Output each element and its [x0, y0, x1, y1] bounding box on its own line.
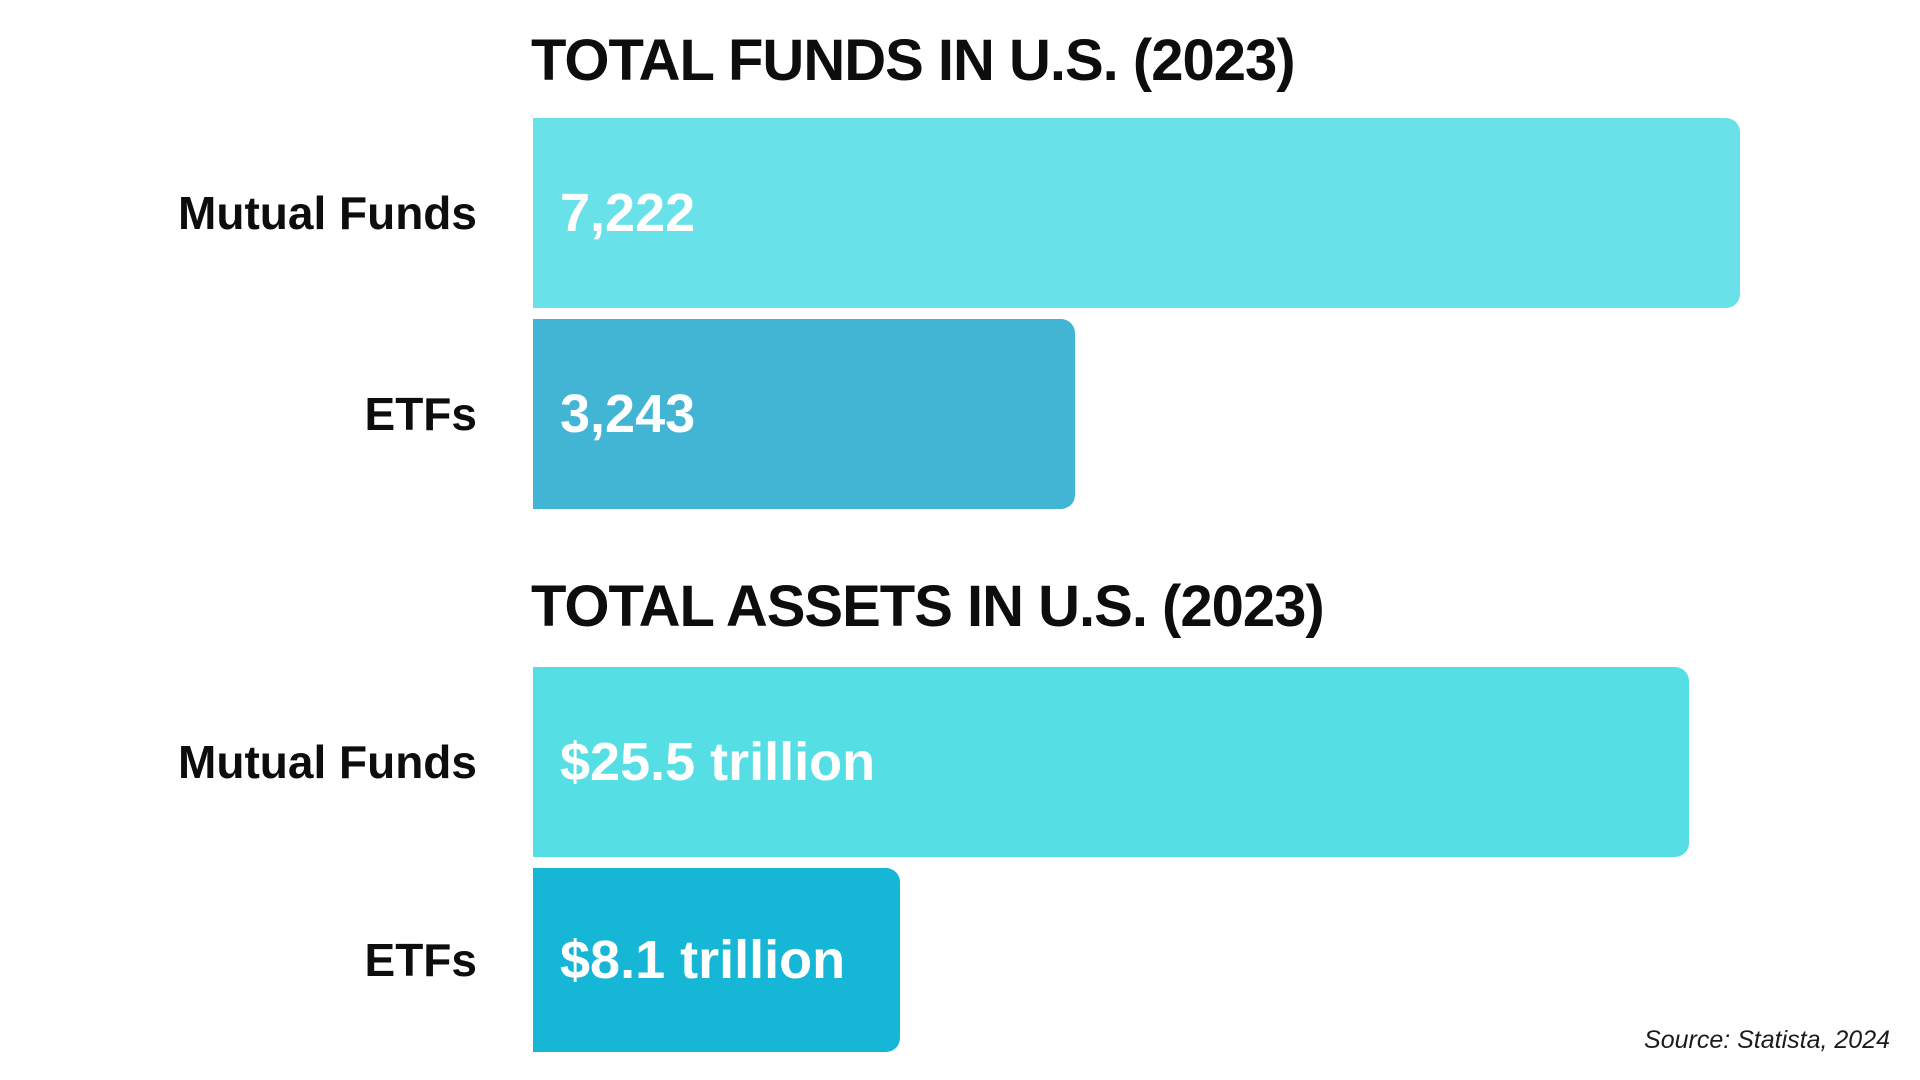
chart1-title: TOTAL FUNDS IN U.S. (2023) [531, 28, 1296, 93]
chart2-bar-mutual-funds: $25.5 trillion [533, 667, 1689, 857]
chart2-row-mutual-funds: Mutual Funds $25.5 trillion [0, 667, 1920, 857]
chart2-bar-value-etfs: $8.1 trillion [560, 930, 846, 990]
chart2-bar-value-mutual-funds: $25.5 trillion [560, 732, 876, 792]
chart1-category-label-mutual-funds: Mutual Funds [178, 187, 477, 239]
chart1-row-etfs: ETFs 3,243 [0, 319, 1920, 509]
source-attribution: Source: Statista, 2024 [1644, 1026, 1890, 1054]
chart1-bar-etfs: 3,243 [533, 319, 1075, 509]
chart1-bar-value-etfs: 3,243 [560, 384, 696, 444]
chart1-row-mutual-funds: Mutual Funds 7,222 [0, 118, 1920, 308]
chart2-category-label-etfs: ETFs [364, 934, 477, 986]
chart2-title: TOTAL ASSETS IN U.S. (2023) [531, 574, 1325, 639]
chart2-row-etfs: ETFs $8.1 trillion [0, 868, 1920, 1052]
chart1-bar-value-mutual-funds: 7,222 [560, 183, 696, 243]
chart2-category-label-mutual-funds: Mutual Funds [178, 736, 477, 788]
chart1-category-label-etfs: ETFs [364, 388, 477, 440]
chart1-bar-mutual-funds: 7,222 [533, 118, 1740, 308]
chart2-bar-etfs: $8.1 trillion [533, 868, 900, 1052]
